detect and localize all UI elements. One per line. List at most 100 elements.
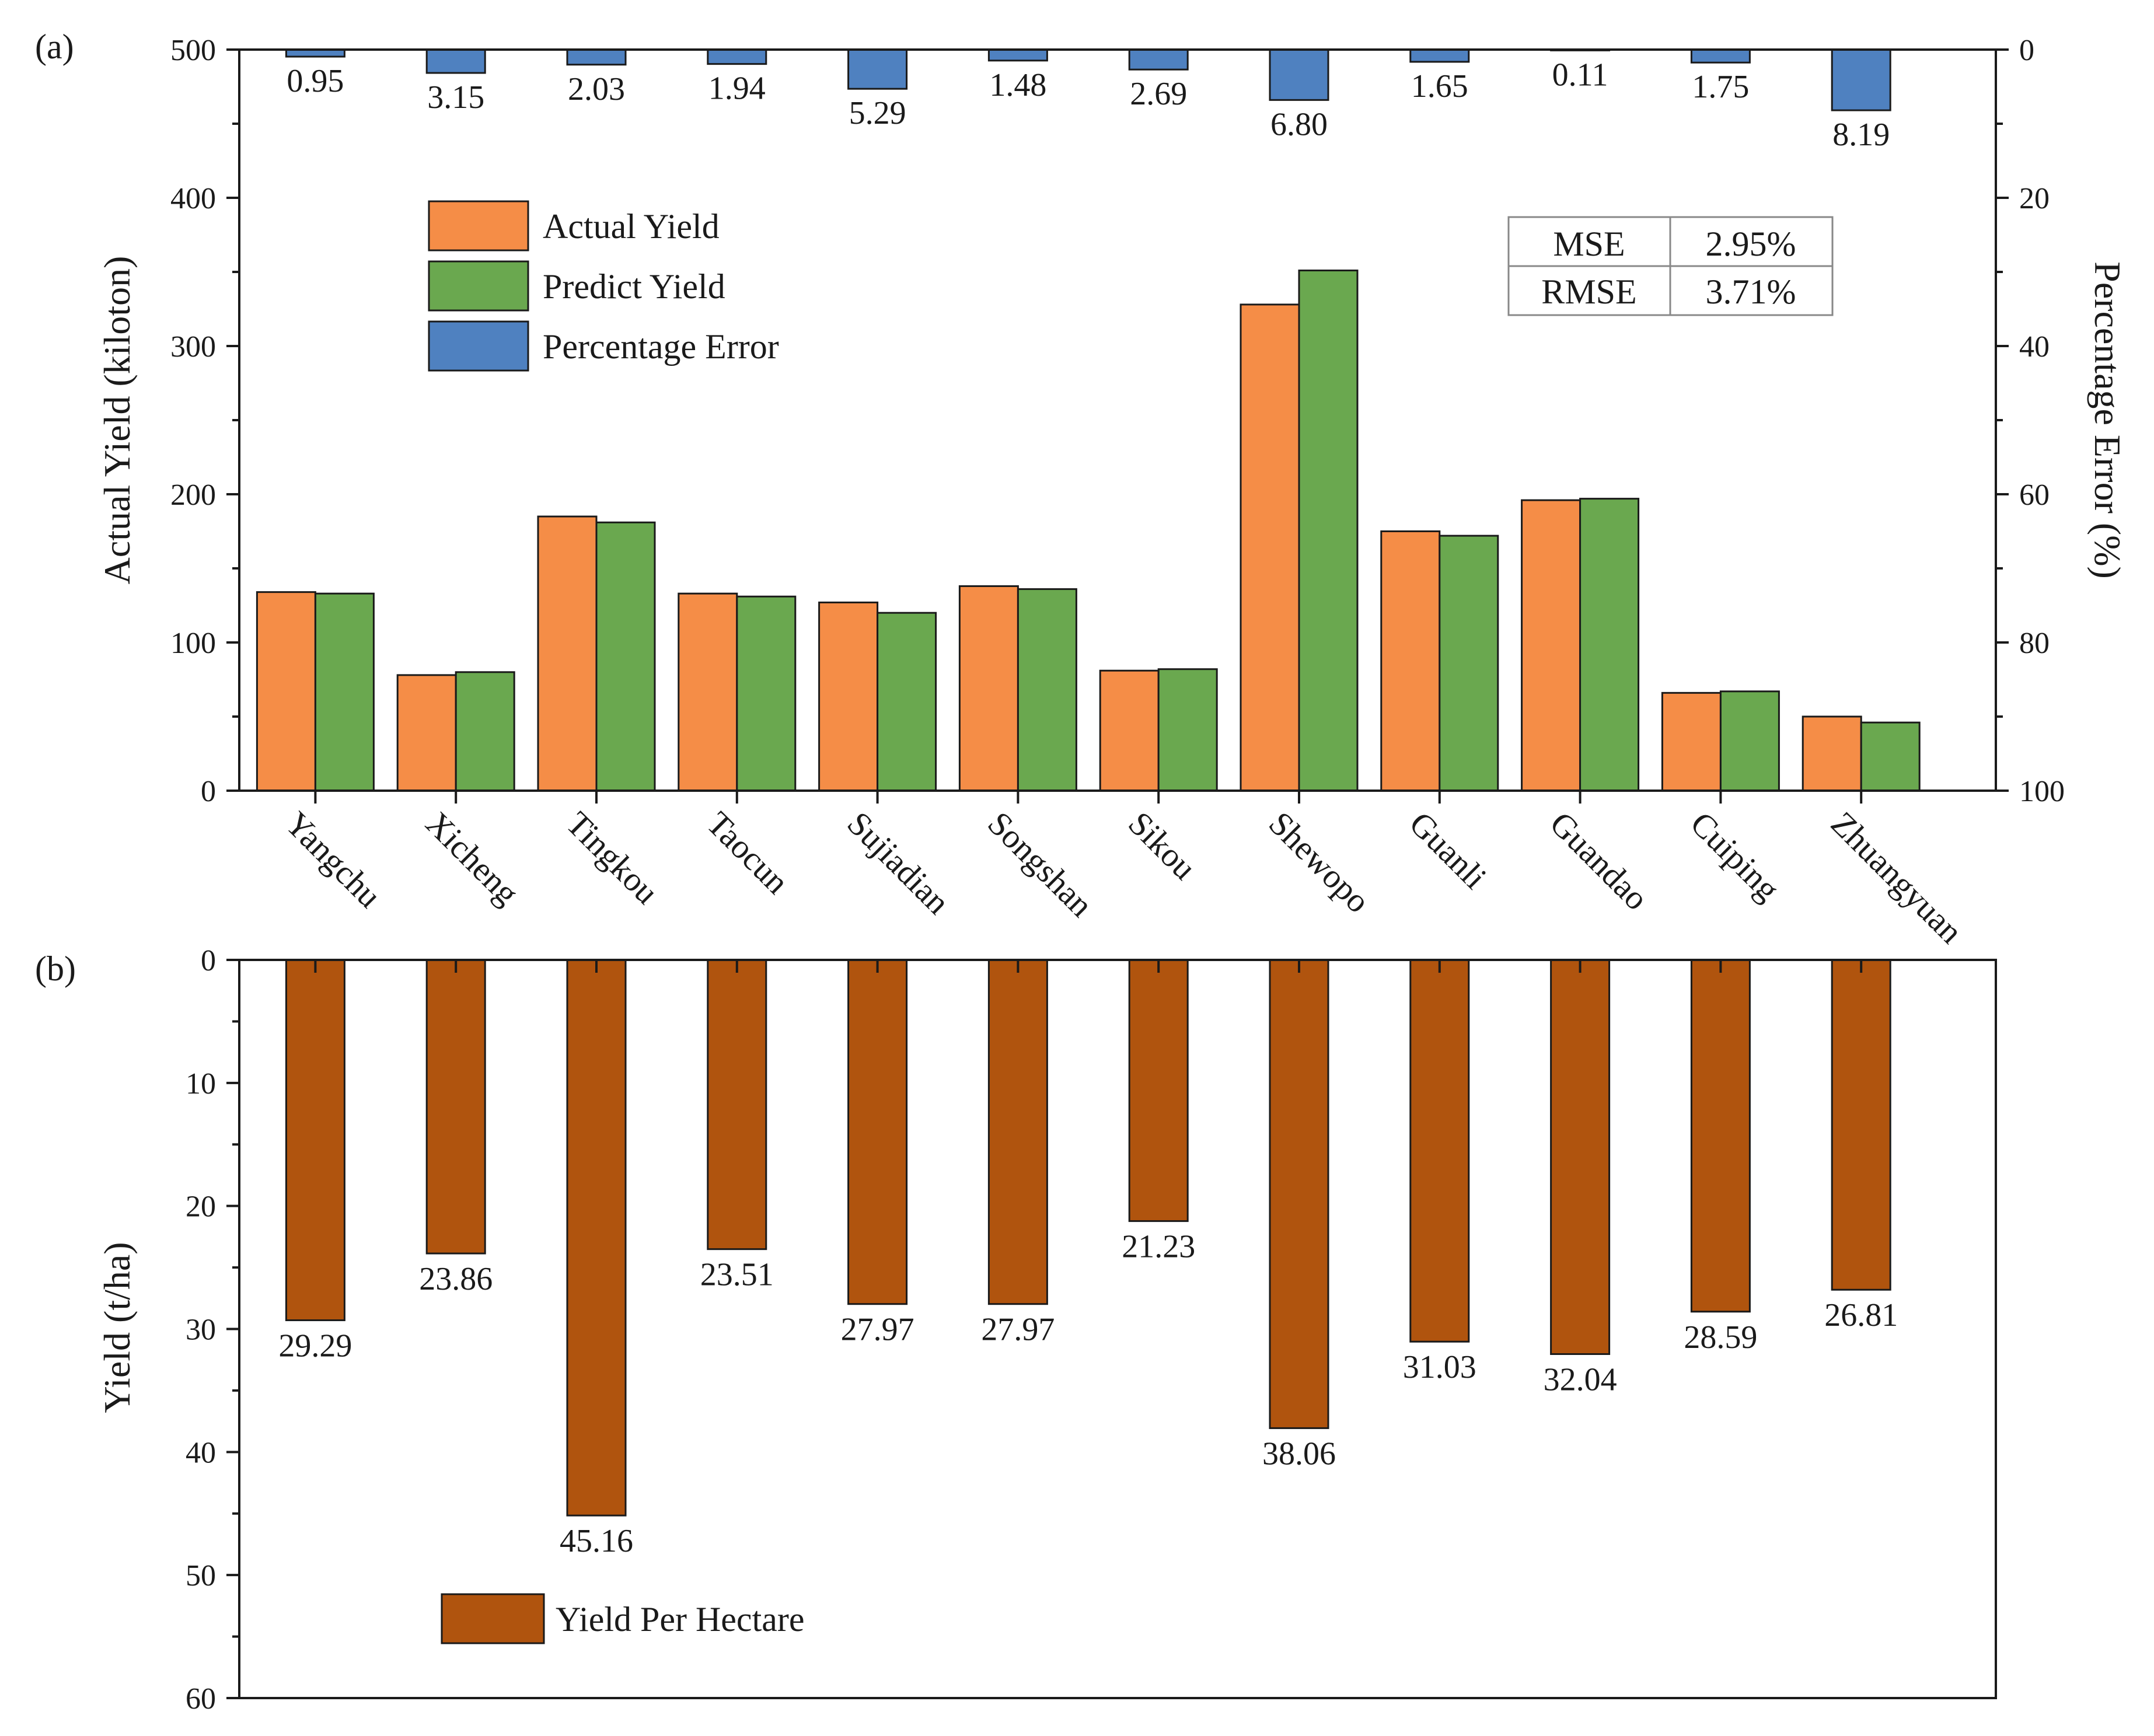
legend-swatch-percentage-error [428, 320, 529, 372]
bar-predict-guanli [1439, 535, 1499, 792]
error-label-taocun: 1.94 [708, 71, 766, 107]
legend-label-predict-yield: Predict Yield [543, 267, 725, 306]
bar-actual-shewopo [1240, 303, 1300, 792]
b-left-tick-label-50: 50 [186, 1559, 216, 1592]
legend-swatch-actual-yield [428, 200, 529, 252]
category-label-yangchu: Yangchu [278, 804, 389, 915]
bar-actual-taocun [678, 592, 738, 792]
bar-actual-songshan [958, 585, 1019, 792]
bar-predict-sikou [1157, 668, 1218, 792]
panel-a-category-labels: Yangchu Xicheng Tingkou Taocun Sujiadian Song… [278, 804, 1970, 951]
right-tick-label-40: 40 [2019, 330, 2050, 364]
legend-swatch-yield-per-hectare [441, 1593, 545, 1644]
error-label-xicheng: 3.15 [427, 79, 484, 116]
yield-label-zhuangyuan: 26.81 [1824, 1297, 1898, 1333]
bar-yield-per-hectare-guandao [1550, 959, 1611, 1356]
bar-actual-zhuangyuan [1802, 715, 1862, 792]
bar-predict-songshan [1017, 588, 1077, 792]
b-left-tick-label-40: 40 [186, 1436, 216, 1469]
panel-b: (b) 29.29 23.86 45.16 23.51 27.97 27.97 21.23 3… [35, 944, 1997, 1716]
error-label-tingkou: 2.03 [568, 71, 625, 107]
bar-error-shewopo [1269, 48, 1329, 101]
bar-yield-per-hectare-taocun [707, 959, 767, 1251]
bar-predict-tingkou [595, 521, 656, 792]
metrics-mse-label: MSE [1553, 225, 1625, 263]
panel-a-legend: Actual Yield Predict Yield Percentage Er… [428, 200, 779, 372]
left-tick-label-200: 200 [170, 478, 216, 512]
bar-predict-sujiadian [877, 612, 937, 792]
bar-yield-per-hectare-shewopo [1269, 959, 1329, 1429]
b-left-tick-label-60: 60 [186, 1682, 216, 1716]
panel-b-bars [285, 959, 1891, 1517]
category-label-tingkou: Tingkou [559, 804, 666, 911]
metrics-table: MSE 2.95% RMSE 3.71% [1507, 216, 1834, 316]
category-label-zhuangyuan: Zhuangyuan [1824, 804, 1970, 951]
error-label-sikou: 2.69 [1130, 76, 1187, 112]
right-tick-label-20: 20 [2019, 182, 2050, 215]
yield-label-sikou: 21.23 [1122, 1229, 1195, 1265]
panel-b-value-labels: 29.29 23.86 45.16 23.51 27.97 27.97 21.23 38.06… [278, 1229, 1898, 1560]
panel-a: (a) 0.95 3.15 2.03 1.94 5.29 1.48 2.69 6.80 1.65… [35, 27, 2128, 951]
left-tick-label-0: 0 [201, 775, 216, 808]
legend-label-percentage-error: Percentage Error [543, 327, 779, 366]
category-label-xicheng: Xicheng [418, 804, 526, 912]
bar-predict-shewopo [1298, 269, 1359, 792]
bar-predict-cuiping [1719, 690, 1780, 792]
metrics-rmse-value: 3.71% [1706, 273, 1796, 311]
bar-predict-guandao [1579, 498, 1640, 792]
bar-actual-sikou [1099, 669, 1160, 792]
left-tick-label-100: 100 [170, 627, 216, 660]
bar-actual-xicheng [396, 674, 457, 792]
bar-actual-yangchu [256, 591, 316, 792]
bar-error-sikou [1128, 48, 1189, 71]
bar-yield-per-hectare-tingkou [566, 959, 627, 1517]
category-label-taocun: Taocun [700, 804, 797, 901]
panel-a-left-axis: 0 100 200 300 400 500 [170, 34, 239, 808]
bar-yield-per-hectare-xicheng [425, 959, 486, 1255]
category-label-sujiadian: Sujiadian [840, 804, 957, 921]
bar-yield-per-hectare-zhuangyuan [1831, 959, 1891, 1291]
yield-label-shewopo: 38.06 [1262, 1435, 1336, 1472]
bar-predict-zhuangyuan [1860, 721, 1921, 792]
panel-b-y-axis-title: Yield (t/ha) [96, 1242, 138, 1413]
yield-label-taocun: 23.51 [700, 1257, 774, 1293]
panel-b-legend: Yield Per Hectare [441, 1593, 804, 1644]
bar-error-xicheng [425, 48, 486, 74]
category-label-shewopo: Shewopo [1262, 804, 1378, 920]
error-label-guandao: 0.11 [1552, 57, 1608, 93]
bar-yield-per-hectare-cuiping [1690, 959, 1751, 1313]
panel-a-label: (a) [35, 27, 74, 66]
left-tick-label-500: 500 [170, 34, 216, 67]
bar-yield-per-hectare-sujiadian [847, 959, 908, 1305]
left-tick-label-300: 300 [170, 330, 216, 364]
b-left-tick-label-20: 20 [186, 1190, 216, 1224]
bar-actual-tingkou [537, 515, 598, 792]
yield-label-cuiping: 28.59 [1684, 1319, 1757, 1356]
bar-predict-taocun [736, 595, 797, 792]
metrics-mse-value: 2.95% [1706, 225, 1796, 263]
panel-a-bars [256, 48, 1921, 792]
yield-label-songshan: 27.97 [981, 1312, 1055, 1348]
bar-actual-guandao [1521, 499, 1582, 792]
b-left-tick-label-30: 30 [186, 1314, 216, 1347]
right-tick-label-100: 100 [2019, 775, 2065, 808]
panel-b-left-axis: 0 10 20 30 40 50 60 [186, 944, 239, 1716]
yield-label-xicheng: 23.86 [419, 1261, 493, 1297]
bar-yield-per-hectare-yangchu [285, 959, 345, 1322]
right-tick-label-60: 60 [2019, 478, 2050, 512]
legend-swatch-predict-yield [428, 260, 529, 312]
category-label-sikou: Sikou [1121, 804, 1204, 887]
right-tick-label-0: 0 [2019, 34, 2034, 67]
bar-yield-per-hectare-guanli [1409, 959, 1470, 1343]
yield-label-yangchu: 29.29 [278, 1328, 352, 1364]
category-label-guanli: Guanli [1402, 804, 1495, 896]
bar-error-zhuangyuan [1831, 48, 1891, 111]
bar-actual-cuiping [1661, 691, 1722, 792]
yield-label-guandao: 32.04 [1544, 1362, 1617, 1398]
panel-a-category-axis [314, 791, 1863, 804]
bar-predict-yangchu [314, 592, 375, 792]
legend-label-yield-per-hectare: Yield Per Hectare [556, 1600, 804, 1639]
bar-predict-xicheng [455, 671, 515, 792]
bar-actual-guanli [1380, 530, 1441, 792]
